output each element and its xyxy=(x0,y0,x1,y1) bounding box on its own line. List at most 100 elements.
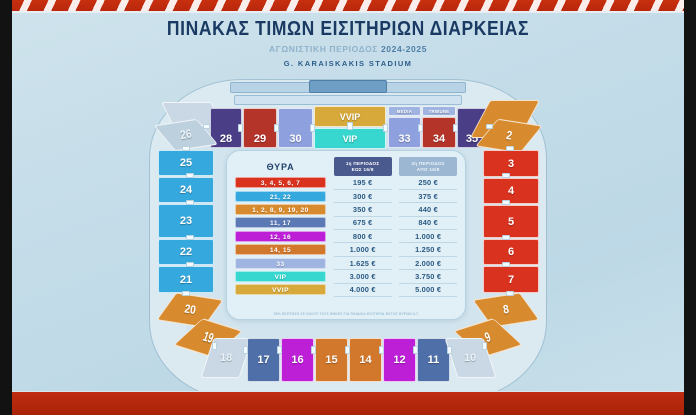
gate-cell: 14, 15 xyxy=(235,243,327,256)
gate-door-tick xyxy=(502,200,510,205)
stand-label: VIP xyxy=(342,133,358,144)
stand-block-6[interactable]: 6 xyxy=(483,239,539,265)
season-subtitle: ΑΓΩΝΙΣΤΙΚΗ ΠΕΡΙΟΔΟΣ 2024-2025 xyxy=(0,44,696,54)
table-row: 1, 2, 8, 9, 19, 20 350 € 440 € xyxy=(235,202,457,217)
table-row: VIP 3.000 € 3.750 € xyxy=(235,269,457,284)
stand-block-media[interactable]: MEDIA xyxy=(388,106,421,116)
gate-color-pill[interactable]: 21, 22 xyxy=(235,190,327,202)
suites-lower-strip xyxy=(234,95,462,105)
gate-door-tick xyxy=(277,346,282,354)
cell-spacer xyxy=(392,189,400,202)
price-period-2: 250 € xyxy=(399,176,457,190)
stand-block-16[interactable]: 16 xyxy=(281,338,314,382)
stadium-name: G. KARAISKAKIS STADIUM xyxy=(283,59,413,68)
stand-block-29[interactable]: 29 xyxy=(243,108,277,148)
gate-door-tick xyxy=(186,173,194,178)
gate-door-tick xyxy=(347,122,353,130)
price-table-footnote: 50% ΕΚΠΤΩΣΗ ΣΕ ΟΛΟΥΣ ΤΟΥΣ ΘΗΚΕΣ ΓΙΑ ΠΑΙΔ… xyxy=(273,312,419,316)
gate-door-tick xyxy=(453,124,458,132)
suites-highlight xyxy=(309,80,387,93)
stand-block-15[interactable]: 15 xyxy=(315,338,348,382)
price-period-1: 675 € xyxy=(333,216,392,231)
table-row: 33 1.625 € 2.000 € xyxy=(235,256,457,271)
cell-spacer xyxy=(326,189,334,202)
stand-label: 29 xyxy=(253,133,267,145)
gate-door-tick xyxy=(186,262,194,267)
gate-door-tick xyxy=(212,342,217,350)
stand-block-33[interactable]: 33 xyxy=(388,117,421,148)
gate-door-tick xyxy=(502,262,510,267)
gate-door-tick xyxy=(482,342,487,350)
stand-block-23[interactable]: 23 xyxy=(158,204,214,238)
season-years: 2024-2025 xyxy=(380,44,428,54)
stand-block-14[interactable]: 14 xyxy=(349,338,382,382)
gate-door-tick xyxy=(345,346,350,354)
table-row: VVIP 4.000 € 5.000 € xyxy=(235,283,457,298)
gate-color-pill[interactable]: 12, 16 xyxy=(235,230,327,242)
stand-label: 3 xyxy=(507,157,515,170)
gate-color-pill[interactable]: 3, 4, 5, 6, 7 xyxy=(235,177,327,189)
stand-label: VVIP xyxy=(339,111,361,122)
stand-block-21[interactable]: 21 xyxy=(158,266,214,293)
gate-color-pill[interactable]: VVIP xyxy=(235,284,327,296)
gate-color-pill[interactable]: 14, 15 xyxy=(235,244,327,256)
gate-door-tick xyxy=(310,124,315,132)
col-header-gate: ΘΥΡΑ xyxy=(266,161,295,172)
stand-block-4[interactable]: 4 xyxy=(483,178,539,204)
bottom-red-banner xyxy=(0,391,696,415)
price-period-1: 300 € xyxy=(333,189,392,204)
stand-block-17[interactable]: 17 xyxy=(247,338,280,382)
stand-block-30[interactable]: 30 xyxy=(278,108,313,148)
stand-label: 34 xyxy=(432,133,446,145)
stand-label: 16 xyxy=(291,354,304,366)
stand-label: 4 xyxy=(507,185,515,197)
stand-block-12[interactable]: 12 xyxy=(383,338,416,382)
gate-door-tick xyxy=(243,346,248,354)
price-period-2: 1.250 € xyxy=(399,242,457,257)
cell-spacer xyxy=(392,270,400,283)
page-title: ΠΙΝΑΚΑΣ ΤΙΜΩΝ ΕΙΣΙΤΗΡΙΩΝ ΔΙΑΡΚΕΙΑΣ xyxy=(166,16,530,40)
gate-door-tick xyxy=(182,146,190,151)
gate-door-tick xyxy=(274,124,279,132)
price-period-2: 440 € xyxy=(399,202,457,217)
price-period-1: 195 € xyxy=(333,176,392,190)
gate-cell: 1, 2, 8, 9, 19, 20 xyxy=(235,203,327,216)
price-table: ΘΥΡΑ 1η ΠΕΡΙΟΔΟΣ ΕΩΣ 16/8 2η ΠΕΡΙΟΔΟΣ ΑΠΟ … xyxy=(235,157,457,298)
gate-door-tick xyxy=(186,235,194,240)
gate-color-pill[interactable]: 1, 2, 8, 9, 19, 20 xyxy=(235,203,327,215)
cell-spacer xyxy=(392,203,400,216)
col-header-period-2: 2η ΠΕΡΙΟΔΟΣ ΑΠΟ 16/8 xyxy=(399,157,457,176)
stand-label: 11 xyxy=(427,354,440,366)
stand-block-3[interactable]: 3 xyxy=(483,150,539,177)
cell-spacer xyxy=(392,243,400,256)
stand-label: 21 xyxy=(179,273,193,286)
gate-color-pill[interactable]: 11, 17 xyxy=(235,217,327,229)
stand-label: 24 xyxy=(179,184,193,196)
stand-label: 25 xyxy=(179,157,193,169)
stand-label: 14 xyxy=(359,354,372,366)
gate-door-tick xyxy=(186,200,194,205)
gate-cell: 3, 4, 5, 6, 7 xyxy=(235,176,327,189)
stand-block-vip[interactable]: VIP xyxy=(314,128,386,149)
gate-cell: 33 xyxy=(235,256,327,269)
stand-block-34[interactable]: 34 xyxy=(422,117,456,148)
stand-label: 28 xyxy=(219,133,233,145)
price-table-head: ΘΥΡΑ 1η ΠΕΡΙΟΔΟΣ ΕΩΣ 16/8 2η ΠΕΡΙΟΔΟΣ ΑΠΟ … xyxy=(235,157,457,176)
gate-color-pill[interactable]: VIP xyxy=(235,270,327,282)
gate-door-tick xyxy=(418,124,423,132)
stand-block-7[interactable]: 7 xyxy=(483,266,539,293)
cell-spacer xyxy=(326,243,334,256)
stand-block-tribune[interactable]: TRIBUNE xyxy=(422,106,456,116)
gate-door-tick xyxy=(502,173,510,178)
gate-cell: VVIP xyxy=(235,283,327,296)
cell-spacer xyxy=(326,270,334,283)
stand-block-11[interactable]: 11 xyxy=(417,338,450,382)
price-period-1: 1.000 € xyxy=(333,242,392,257)
gate-door-tick xyxy=(447,346,452,354)
stand-block-5[interactable]: 5 xyxy=(483,205,539,238)
price-period-1: 800 € xyxy=(333,229,392,244)
stand-label: 6 xyxy=(507,246,515,258)
gate-color-pill[interactable]: 33 xyxy=(235,257,327,269)
cell-spacer xyxy=(326,256,334,269)
